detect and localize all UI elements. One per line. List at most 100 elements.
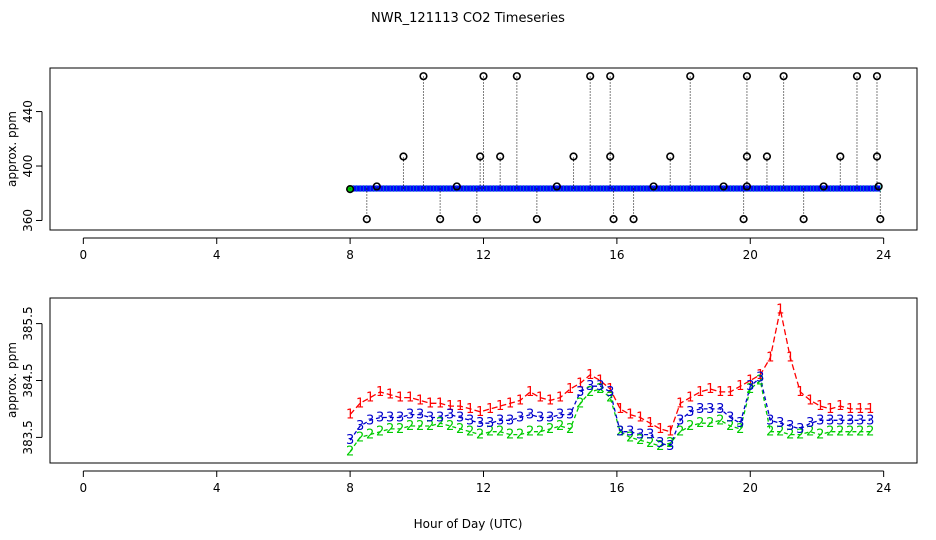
top-outlier-marker (606, 72, 615, 81)
series-1-point: 1 (566, 382, 574, 397)
series-1-point: 1 (756, 368, 764, 383)
series-3-point: 3 (556, 408, 564, 423)
bottom-x-tick-label: 16 (609, 481, 624, 495)
series-1-point: 1 (396, 391, 404, 406)
bottom-x-tick-label: 20 (743, 481, 758, 495)
series-3-point: 3 (436, 410, 444, 425)
series-3-point: 3 (716, 402, 724, 417)
series-2-point: 2 (446, 419, 454, 434)
series-2-point: 2 (586, 385, 594, 400)
top-outlier-marker (739, 215, 748, 224)
top-outlier-marker (874, 182, 883, 191)
series-3-point: 3 (686, 405, 694, 420)
bottom-y-axis-title: approx. ppm (5, 342, 19, 418)
series-3-point: 3 (476, 416, 484, 431)
series-2-point: 2 (376, 425, 384, 440)
series-1-point: 1 (446, 399, 454, 414)
top-outlier-marker (479, 72, 488, 81)
series-3-point: 3 (566, 408, 574, 423)
top-outlier-marker (649, 182, 658, 191)
bottom-y-tick-label: 384.5 (21, 363, 35, 397)
top-outlier-marker (872, 72, 882, 81)
series-2-point: 2 (776, 425, 784, 440)
series-2-point: 2 (516, 428, 524, 443)
top-outlier-marker (476, 152, 485, 161)
series-3-point: 3 (466, 413, 474, 428)
series-2-point: 2 (476, 428, 484, 443)
series-1-point: 1 (626, 408, 634, 423)
top-y-axis-title: approx. ppm (5, 111, 19, 187)
top-outlier-marker (742, 182, 752, 191)
series-2-point: 2 (636, 433, 644, 448)
series-2-point: 2 (676, 425, 684, 440)
top-y-tick-label: 360 (21, 209, 35, 232)
series-3-point: 3 (446, 408, 454, 423)
series-3-point: 3 (496, 413, 504, 428)
series-1-point: 1 (406, 391, 414, 406)
series-2-point: 2 (436, 416, 444, 431)
top-outlier-marker (512, 72, 521, 81)
series-1-point: 1 (766, 351, 774, 366)
top-outlier-marker (472, 215, 481, 224)
series-2-point: 2 (756, 374, 764, 389)
series-3-point: 3 (346, 433, 354, 448)
series-1-point: 1 (536, 391, 544, 406)
series-2-point: 2 (346, 445, 354, 460)
series-1-point: 1 (596, 374, 604, 389)
series-1-point: 1 (616, 402, 624, 417)
series-2-point: 2 (526, 425, 534, 440)
top-axes: 0 4 8 12 16 20 24 360 400 440 (21, 100, 891, 262)
series-3-point: 3 (376, 410, 384, 425)
series-1-point: 1 (366, 391, 374, 406)
top-outlier-marker (399, 152, 408, 161)
series-2-point: 2 (626, 430, 634, 445)
series-3-point: 3 (396, 410, 404, 425)
series-3-point: 3 (756, 371, 764, 386)
series-2-point: 2 (846, 425, 854, 440)
series-1-point: 1 (796, 385, 804, 400)
top-plot-frame (49, 67, 918, 231)
top-outlier-marker (496, 152, 505, 161)
series-3-point: 3 (646, 428, 654, 443)
series-1-point: 1 (486, 402, 494, 417)
series-1-point: 1 (356, 396, 364, 411)
series-1-point: 1 (476, 405, 484, 420)
series-2-point: 2 (686, 419, 694, 434)
series-2-point: 2 (426, 419, 434, 434)
top-outlier-marker (569, 152, 578, 161)
top-outlier-marker (419, 72, 428, 81)
series-2-point: 2 (836, 425, 844, 440)
series-2-point: 2 (546, 422, 554, 437)
series-2-point: 2 (736, 422, 744, 437)
series-3-point: 3 (596, 379, 604, 394)
series-3-point: 3 (606, 385, 614, 400)
series-3-point: 3 (536, 410, 544, 425)
series-3-point: 3 (826, 413, 834, 428)
series-1-point: 1 (346, 408, 354, 423)
top-y-tick-label: 440 (21, 100, 35, 123)
series-2-point: 2 (366, 428, 374, 443)
series-1-point: 1 (646, 416, 654, 431)
series-2-point: 2 (796, 428, 804, 443)
series-3-point: 3 (386, 410, 394, 425)
series-2-point: 2 (386, 422, 394, 437)
top-outlier-marker (799, 215, 808, 224)
series-1-point: 1 (686, 391, 694, 406)
series-1-point: 1 (606, 382, 614, 397)
series-1-point: 1 (716, 385, 724, 400)
series-1-point: 1 (726, 385, 734, 400)
series-2-point: 2 (746, 382, 754, 397)
top-outlier-marker (872, 152, 882, 161)
series-1-point: 1 (746, 374, 754, 389)
series-1-point: 1 (556, 391, 564, 406)
top-outlier-marker (819, 182, 828, 191)
series-1-point: 1 (856, 402, 864, 417)
top-outlier-marker (762, 152, 772, 161)
series-2-point: 2 (456, 422, 464, 437)
series-1-line (349, 309, 871, 433)
series-2-point: 2 (816, 428, 824, 443)
top-outlier-marker (609, 215, 618, 224)
series-3-point: 3 (766, 413, 774, 428)
top-outlier-marker (742, 152, 752, 161)
